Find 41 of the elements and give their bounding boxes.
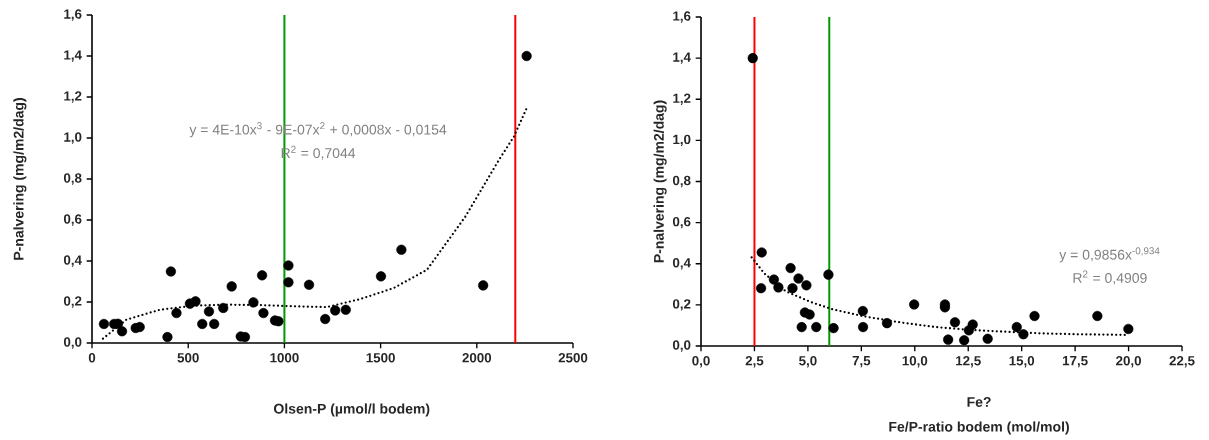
y-tick-label: 0,6 <box>63 214 82 226</box>
x-tick-label: 0 <box>88 353 96 363</box>
x-tick-label: 2500 <box>558 353 588 363</box>
y-tick-label: 0,8 <box>672 175 691 188</box>
x-axis-title: Fe/P-ratio bodem (mol/mol) <box>889 421 1069 435</box>
y-tick-label: 0,8 <box>63 173 82 185</box>
y-tick-label: 0,4 <box>63 255 82 267</box>
y-tick-label: 1,2 <box>64 91 82 103</box>
y-tick-label: 0,0 <box>672 340 691 352</box>
x-tick-label: 12,5 <box>956 356 981 368</box>
x-tick-label: 22,5 <box>1169 356 1195 368</box>
y-tick-label: 0,4 <box>672 258 691 270</box>
y-axis-title: P-nalvering (mg/m2/dag) <box>653 100 667 263</box>
x-tick-label: 2,5 <box>745 356 764 368</box>
x-tick-label: 2000 <box>462 353 492 363</box>
annotation: y = 0,9856x$^{-0,934}$ <box>1059 247 1160 263</box>
x-axis-title: Olsen-P (µmol/l bodem) <box>273 403 430 417</box>
x-tick-label: 17,5 <box>1062 356 1088 368</box>
y-tick-label: 1,0 <box>64 132 82 144</box>
text: Fe? <box>967 396 991 407</box>
y-tick-label: 0,2 <box>672 299 691 311</box>
x-tick-label: 7,5 <box>852 356 871 368</box>
x-tick-label: 1000 <box>270 353 299 363</box>
x-tick-label: 500 <box>177 353 199 363</box>
y-tick-label: 1,2 <box>673 93 691 105</box>
x-tick-label: 5,0 <box>799 356 817 368</box>
y-tick-label: 1,6 <box>673 11 691 23</box>
y-tick-label: 0,0 <box>63 337 82 349</box>
y-axis-title: P-nalvering (mg/m2/dag) <box>13 98 27 260</box>
y-tick-label: 1,4 <box>673 52 691 64</box>
y-tick-label: 1,0 <box>673 134 691 147</box>
annotation: R$^{2}$ = 0,4909 <box>1073 270 1147 285</box>
y-tick-label: 1,6 <box>64 9 82 21</box>
x-tick-label: 10,0 <box>902 356 928 368</box>
x-tick-label: 20,0 <box>1116 356 1141 368</box>
y-tick-label: 1,4 <box>64 50 82 62</box>
y-tick-label: 0,6 <box>672 216 691 229</box>
y-tick-label: 0,2 <box>63 296 82 308</box>
x-tick-label: 0,0 <box>692 356 710 368</box>
x-tick-label: 15,0 <box>1009 356 1035 368</box>
x-tick-label: 1500 <box>366 353 395 363</box>
